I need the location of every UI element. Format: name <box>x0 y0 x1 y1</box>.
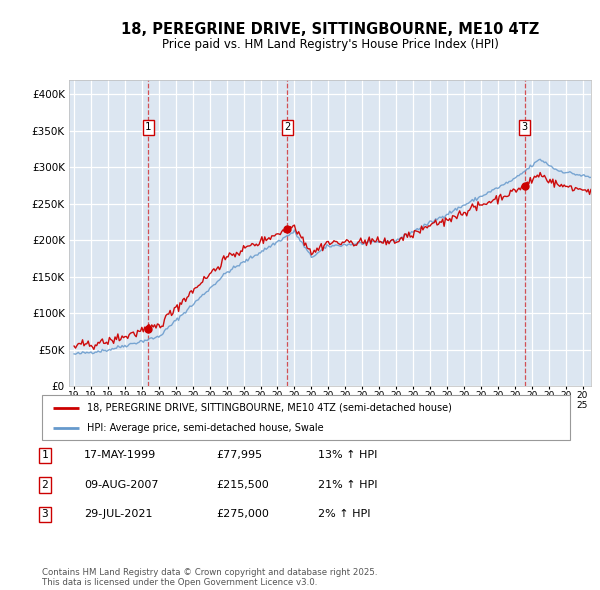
Text: 2% ↑ HPI: 2% ↑ HPI <box>318 510 371 519</box>
Text: 1: 1 <box>145 122 151 132</box>
Text: 1: 1 <box>41 451 49 460</box>
Text: 2: 2 <box>284 122 290 132</box>
Text: 13% ↑ HPI: 13% ↑ HPI <box>318 451 377 460</box>
Text: 17-MAY-1999: 17-MAY-1999 <box>84 451 156 460</box>
Text: HPI: Average price, semi-detached house, Swale: HPI: Average price, semi-detached house,… <box>87 424 323 434</box>
Text: 18, PEREGRINE DRIVE, SITTINGBOURNE, ME10 4TZ (semi-detached house): 18, PEREGRINE DRIVE, SITTINGBOURNE, ME10… <box>87 403 452 412</box>
Text: 3: 3 <box>41 510 49 519</box>
Text: Contains HM Land Registry data © Crown copyright and database right 2025.
This d: Contains HM Land Registry data © Crown c… <box>42 568 377 587</box>
Text: 29-JUL-2021: 29-JUL-2021 <box>84 510 152 519</box>
Text: 3: 3 <box>521 122 528 132</box>
Text: 18, PEREGRINE DRIVE, SITTINGBOURNE, ME10 4TZ: 18, PEREGRINE DRIVE, SITTINGBOURNE, ME10… <box>121 22 539 37</box>
Text: Price paid vs. HM Land Registry's House Price Index (HPI): Price paid vs. HM Land Registry's House … <box>161 38 499 51</box>
Text: 2: 2 <box>41 480 49 490</box>
Text: 09-AUG-2007: 09-AUG-2007 <box>84 480 158 490</box>
Text: £275,000: £275,000 <box>216 510 269 519</box>
Text: 21% ↑ HPI: 21% ↑ HPI <box>318 480 377 490</box>
Text: £215,500: £215,500 <box>216 480 269 490</box>
Text: £77,995: £77,995 <box>216 451 262 460</box>
